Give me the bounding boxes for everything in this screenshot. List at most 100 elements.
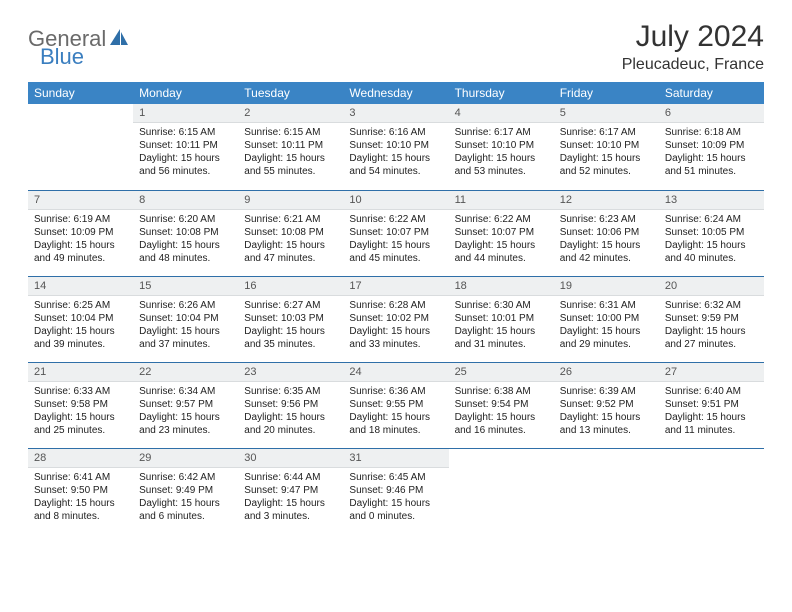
day-number: 26 <box>554 363 659 382</box>
day-number: 11 <box>449 191 554 210</box>
day-body: Sunrise: 6:28 AMSunset: 10:02 PMDaylight… <box>343 296 448 355</box>
calendar-day-cell: 4Sunrise: 6:17 AMSunset: 10:10 PMDayligh… <box>449 104 554 190</box>
daylight-text: Daylight: 15 hours and 48 minutes. <box>139 239 232 265</box>
day-body: Sunrise: 6:21 AMSunset: 10:08 PMDaylight… <box>238 210 343 269</box>
day-number: 29 <box>133 449 238 468</box>
day-number: 1 <box>133 104 238 123</box>
day-header: Thursday <box>449 82 554 104</box>
day-body: Sunrise: 6:17 AMSunset: 10:10 PMDaylight… <box>554 123 659 182</box>
calendar-day-cell: 25Sunrise: 6:38 AMSunset: 9:54 PMDayligh… <box>449 362 554 448</box>
day-number: 30 <box>238 449 343 468</box>
calendar-day-cell: 3Sunrise: 6:16 AMSunset: 10:10 PMDayligh… <box>343 104 448 190</box>
sunset-text: Sunset: 9:54 PM <box>455 398 548 411</box>
sunrise-text: Sunrise: 6:35 AM <box>244 385 337 398</box>
day-number: 18 <box>449 277 554 296</box>
day-number: 7 <box>28 191 133 210</box>
daylight-text: Daylight: 15 hours and 56 minutes. <box>139 152 232 178</box>
day-number: 16 <box>238 277 343 296</box>
daylight-text: Daylight: 15 hours and 20 minutes. <box>244 411 337 437</box>
sunrise-text: Sunrise: 6:42 AM <box>139 471 232 484</box>
logo-text-blue: Blue <box>40 44 84 69</box>
calendar-day-cell <box>449 448 554 534</box>
calendar-day-cell: 22Sunrise: 6:34 AMSunset: 9:57 PMDayligh… <box>133 362 238 448</box>
sunset-text: Sunset: 10:07 PM <box>349 226 442 239</box>
calendar-day-cell <box>659 448 764 534</box>
day-header: Sunday <box>28 82 133 104</box>
day-number: 8 <box>133 191 238 210</box>
calendar-day-cell: 10Sunrise: 6:22 AMSunset: 10:07 PMDaylig… <box>343 190 448 276</box>
sunrise-text: Sunrise: 6:33 AM <box>34 385 127 398</box>
day-number: 23 <box>238 363 343 382</box>
day-header: Wednesday <box>343 82 448 104</box>
day-header: Monday <box>133 82 238 104</box>
calendar-day-cell: 24Sunrise: 6:36 AMSunset: 9:55 PMDayligh… <box>343 362 448 448</box>
sunrise-text: Sunrise: 6:17 AM <box>560 126 653 139</box>
sunrise-text: Sunrise: 6:17 AM <box>455 126 548 139</box>
day-body: Sunrise: 6:22 AMSunset: 10:07 PMDaylight… <box>449 210 554 269</box>
title-block: July 2024 Pleucadeuc, France <box>622 20 764 74</box>
calendar-day-cell: 13Sunrise: 6:24 AMSunset: 10:05 PMDaylig… <box>659 190 764 276</box>
daylight-text: Daylight: 15 hours and 18 minutes. <box>349 411 442 437</box>
day-body: Sunrise: 6:18 AMSunset: 10:09 PMDaylight… <box>659 123 764 182</box>
calendar-day-cell: 29Sunrise: 6:42 AMSunset: 9:49 PMDayligh… <box>133 448 238 534</box>
day-body: Sunrise: 6:32 AMSunset: 9:59 PMDaylight:… <box>659 296 764 355</box>
day-body: Sunrise: 6:38 AMSunset: 9:54 PMDaylight:… <box>449 382 554 441</box>
day-header: Friday <box>554 82 659 104</box>
day-body: Sunrise: 6:41 AMSunset: 9:50 PMDaylight:… <box>28 468 133 527</box>
sunset-text: Sunset: 10:06 PM <box>560 226 653 239</box>
sunset-text: Sunset: 9:59 PM <box>665 312 758 325</box>
sunrise-text: Sunrise: 6:21 AM <box>244 213 337 226</box>
sunset-text: Sunset: 10:05 PM <box>665 226 758 239</box>
sunset-text: Sunset: 10:10 PM <box>560 139 653 152</box>
daylight-text: Daylight: 15 hours and 16 minutes. <box>455 411 548 437</box>
daylight-text: Daylight: 15 hours and 39 minutes. <box>34 325 127 351</box>
sunrise-text: Sunrise: 6:38 AM <box>455 385 548 398</box>
daylight-text: Daylight: 15 hours and 45 minutes. <box>349 239 442 265</box>
day-number: 2 <box>238 104 343 123</box>
sunset-text: Sunset: 10:11 PM <box>139 139 232 152</box>
day-number: 14 <box>28 277 133 296</box>
calendar-day-cell: 2Sunrise: 6:15 AMSunset: 10:11 PMDayligh… <box>238 104 343 190</box>
sunset-text: Sunset: 10:10 PM <box>455 139 548 152</box>
calendar-week-row: 21Sunrise: 6:33 AMSunset: 9:58 PMDayligh… <box>28 362 764 448</box>
sunrise-text: Sunrise: 6:15 AM <box>139 126 232 139</box>
calendar-day-cell <box>554 448 659 534</box>
day-number: 24 <box>343 363 448 382</box>
calendar-day-cell: 30Sunrise: 6:44 AMSunset: 9:47 PMDayligh… <box>238 448 343 534</box>
sunset-text: Sunset: 9:46 PM <box>349 484 442 497</box>
daylight-text: Daylight: 15 hours and 3 minutes. <box>244 497 337 523</box>
day-body: Sunrise: 6:16 AMSunset: 10:10 PMDaylight… <box>343 123 448 182</box>
sunset-text: Sunset: 10:03 PM <box>244 312 337 325</box>
day-number: 25 <box>449 363 554 382</box>
sunrise-text: Sunrise: 6:34 AM <box>139 385 232 398</box>
daylight-text: Daylight: 15 hours and 35 minutes. <box>244 325 337 351</box>
day-body: Sunrise: 6:15 AMSunset: 10:11 PMDaylight… <box>238 123 343 182</box>
sunrise-text: Sunrise: 6:22 AM <box>455 213 548 226</box>
calendar-day-cell: 7Sunrise: 6:19 AMSunset: 10:09 PMDayligh… <box>28 190 133 276</box>
sunset-text: Sunset: 10:11 PM <box>244 139 337 152</box>
sunset-text: Sunset: 9:47 PM <box>244 484 337 497</box>
daylight-text: Daylight: 15 hours and 37 minutes. <box>139 325 232 351</box>
day-number: 27 <box>659 363 764 382</box>
calendar-day-cell: 27Sunrise: 6:40 AMSunset: 9:51 PMDayligh… <box>659 362 764 448</box>
sunrise-text: Sunrise: 6:25 AM <box>34 299 127 312</box>
sunset-text: Sunset: 10:04 PM <box>139 312 232 325</box>
daylight-text: Daylight: 15 hours and 6 minutes. <box>139 497 232 523</box>
calendar-day-cell: 19Sunrise: 6:31 AMSunset: 10:00 PMDaylig… <box>554 276 659 362</box>
month-title: July 2024 <box>622 20 764 54</box>
day-body: Sunrise: 6:40 AMSunset: 9:51 PMDaylight:… <box>659 382 764 441</box>
calendar-day-cell: 17Sunrise: 6:28 AMSunset: 10:02 PMDaylig… <box>343 276 448 362</box>
daylight-text: Daylight: 15 hours and 25 minutes. <box>34 411 127 437</box>
day-body: Sunrise: 6:34 AMSunset: 9:57 PMDaylight:… <box>133 382 238 441</box>
calendar-day-cell: 5Sunrise: 6:17 AMSunset: 10:10 PMDayligh… <box>554 104 659 190</box>
sunrise-text: Sunrise: 6:19 AM <box>34 213 127 226</box>
sunset-text: Sunset: 10:10 PM <box>349 139 442 152</box>
day-body: Sunrise: 6:31 AMSunset: 10:00 PMDaylight… <box>554 296 659 355</box>
sunrise-text: Sunrise: 6:24 AM <box>665 213 758 226</box>
sunrise-text: Sunrise: 6:23 AM <box>560 213 653 226</box>
day-number: 10 <box>343 191 448 210</box>
location-label: Pleucadeuc, France <box>622 56 764 74</box>
calendar-day-cell: 21Sunrise: 6:33 AMSunset: 9:58 PMDayligh… <box>28 362 133 448</box>
day-number: 12 <box>554 191 659 210</box>
calendar-week-row: 14Sunrise: 6:25 AMSunset: 10:04 PMDaylig… <box>28 276 764 362</box>
